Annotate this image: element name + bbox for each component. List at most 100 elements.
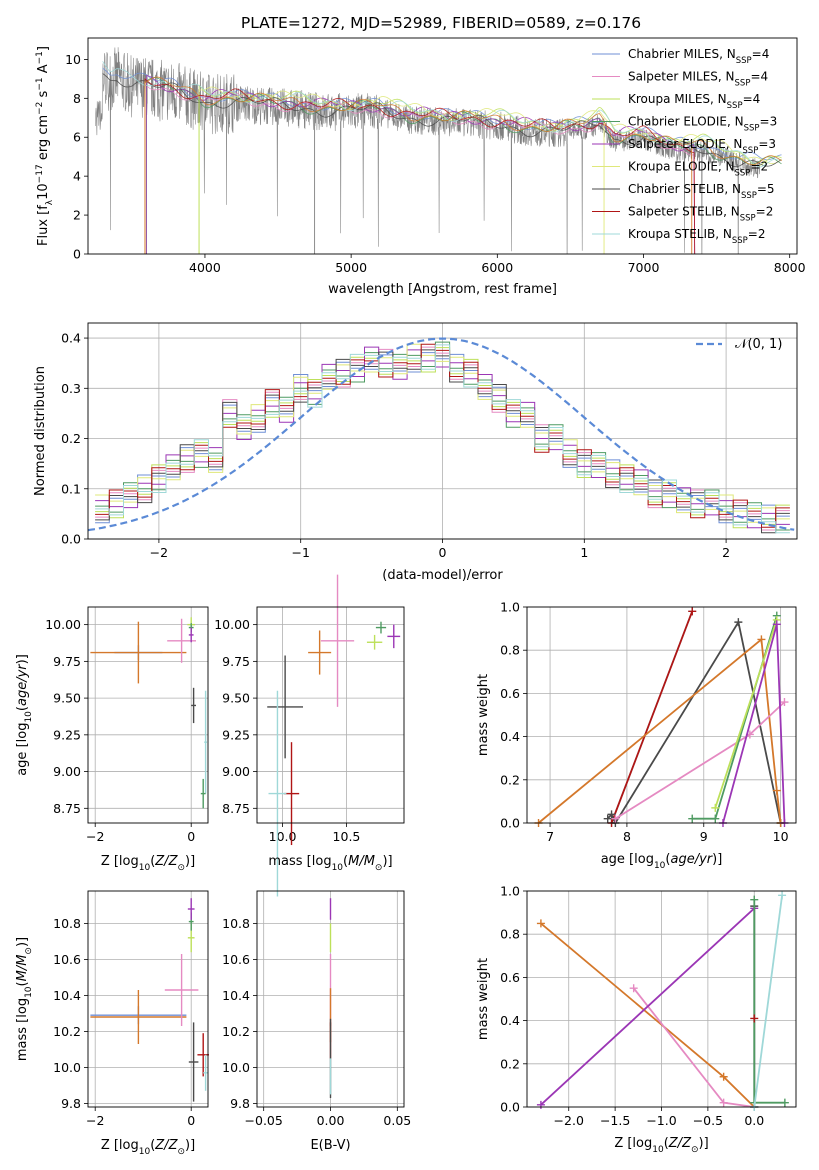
x-tick-label: −2.0 xyxy=(554,1113,584,1128)
mass-weight-marker xyxy=(603,814,612,823)
label-part: ( xyxy=(343,854,348,869)
x-tick-label: 4000 xyxy=(189,260,221,275)
label-part: 10 xyxy=(24,711,34,723)
mass-weight-marker xyxy=(750,895,759,904)
label-part: ⊙ xyxy=(691,1145,699,1155)
mass-weight-marker xyxy=(772,620,781,629)
x-tick-label: 0.00 xyxy=(317,1113,345,1128)
model-spectrum-line xyxy=(146,77,782,254)
label-part: M/M xyxy=(348,854,375,869)
axes-frame xyxy=(87,37,798,255)
y-tick-label: 9.00 xyxy=(222,764,250,779)
label-part: 10 xyxy=(36,183,51,200)
legend-label-suffix: =2 xyxy=(750,160,768,174)
residual-histogram xyxy=(95,352,790,524)
x-tick-label: −2 xyxy=(86,1113,104,1128)
label-part: 10 xyxy=(139,863,151,873)
label-part: Z/Z xyxy=(154,854,178,869)
y-tick-label: 10.2 xyxy=(222,1024,250,1039)
x-tick-label: −0.05 xyxy=(245,1113,283,1128)
y-axis-label: mass [log10(M/M⊙)] xyxy=(15,937,34,1061)
label-part: ⊙ xyxy=(24,947,34,955)
x-tick-label: 10 xyxy=(773,829,789,844)
axes-frame xyxy=(256,606,405,824)
x-tick-label: 7 xyxy=(546,829,554,844)
x-tick-label: 8000 xyxy=(774,260,806,275)
label-part: −1 xyxy=(35,77,45,90)
legend-label-suffix: =3 xyxy=(758,137,776,151)
label-part: 10 xyxy=(332,863,344,873)
y-tick-label: 0.4 xyxy=(500,729,520,744)
y-tick-label: 9.8 xyxy=(230,1096,250,1111)
label-part: )] xyxy=(185,1138,195,1153)
mass-weight-marker xyxy=(750,1014,759,1023)
legend-label: Salpeter STELIB, NSSP=2 xyxy=(628,205,773,224)
y-tick-label: 0.8 xyxy=(500,643,520,658)
label-part: Flux [f xyxy=(36,205,51,246)
label-part: 10 xyxy=(652,1145,664,1155)
axes-frame xyxy=(526,606,797,824)
x-tick-label: −0.5 xyxy=(693,1113,723,1128)
x-axis-label: E(B-V) xyxy=(310,1138,350,1153)
axes-frame xyxy=(87,322,798,540)
mass-weight-marker xyxy=(688,607,697,616)
label-part: ⊙ xyxy=(375,863,383,873)
mass-weight-line xyxy=(692,615,778,820)
y-tick-label: 0.8 xyxy=(500,927,520,942)
legend-label-sub: SSP xyxy=(736,56,752,66)
label-part: )] xyxy=(15,937,30,947)
y-axis-label: Normed distribution xyxy=(33,366,48,496)
residual-histogram xyxy=(95,343,790,528)
x-axis-label: Z [log10(Z/Z⊙)] xyxy=(614,1136,708,1155)
mass_vs_Z-panel: −2 09.810.010.210.410.610.8Z [log10(Z/Z⊙)… xyxy=(15,890,209,1157)
y-tick-label: 1.0 xyxy=(500,884,520,899)
y-axis-label: Flux [fλ10−17 erg cm−2 s−1 A−1] xyxy=(35,46,55,246)
y-tick-label: 10.0 xyxy=(53,1060,81,1075)
massweight_vs_Z-panel: −2.0 −1.5 −1.0 −0.5 0.0 0.0 0.2 0.4 0.6 0.8 1.0 Z [… xyxy=(476,884,797,1155)
legend-label: Salpeter ELODIE, NSSP=3 xyxy=(628,137,776,156)
x-tick-label: 2 xyxy=(722,545,730,560)
y-tick-label: 1.0 xyxy=(500,600,520,615)
x-tick-label: 0 xyxy=(187,1113,195,1128)
legend-label: Kroupa ELODIE, NSSP=2 xyxy=(628,160,768,179)
mass-weight-marker xyxy=(629,984,638,993)
y-tick-label: 6 xyxy=(73,130,81,145)
label-part: Z/Z xyxy=(668,1136,692,1151)
residual-histogram xyxy=(95,349,790,534)
y-axis-label: mass weight xyxy=(476,674,491,756)
x-axis-label: mass [log10(M/M⊙)] xyxy=(268,854,392,873)
label-part: Z [log xyxy=(101,854,139,869)
label-part: mass [log xyxy=(15,998,30,1061)
mass-weight-marker xyxy=(757,635,766,644)
spectrum-panel: 4000 5000 6000 7000 8000 0 2 4 6 8 10 wavelength [A… xyxy=(35,37,806,297)
label-part: −17 xyxy=(35,164,45,183)
x-axis-label: (data-model)/error xyxy=(382,568,503,583)
mass-weight-marker xyxy=(780,698,789,707)
label-part: 10 xyxy=(654,861,666,871)
mass-weight-line xyxy=(607,619,782,825)
mass-weight-marker xyxy=(536,1100,545,1109)
label-part: age [log xyxy=(601,852,654,867)
model-spectrum-line xyxy=(144,76,782,254)
legend-label-sub: SSP xyxy=(741,191,757,201)
residuals-legend: 𝒩(0, 1) xyxy=(696,337,782,352)
y-tick-label: 10.00 xyxy=(45,617,81,632)
label-part: M/M xyxy=(15,955,30,982)
label-part: s xyxy=(36,90,51,101)
mass-weight-line xyxy=(610,610,694,824)
mass-weight-line xyxy=(537,637,782,824)
label-part: )] xyxy=(382,854,392,869)
model-spectrum-line xyxy=(102,73,782,168)
label-part: ⊙ xyxy=(177,1147,185,1157)
y-tick-label: 9.50 xyxy=(53,691,81,706)
residual-histogram xyxy=(95,341,790,531)
mass-weight-marker xyxy=(536,919,545,928)
label-part: −1 xyxy=(35,51,45,64)
label-part: Z/Z xyxy=(154,1138,178,1153)
axes-frame xyxy=(87,890,209,1108)
legend-label-sub: SSP xyxy=(727,101,743,111)
